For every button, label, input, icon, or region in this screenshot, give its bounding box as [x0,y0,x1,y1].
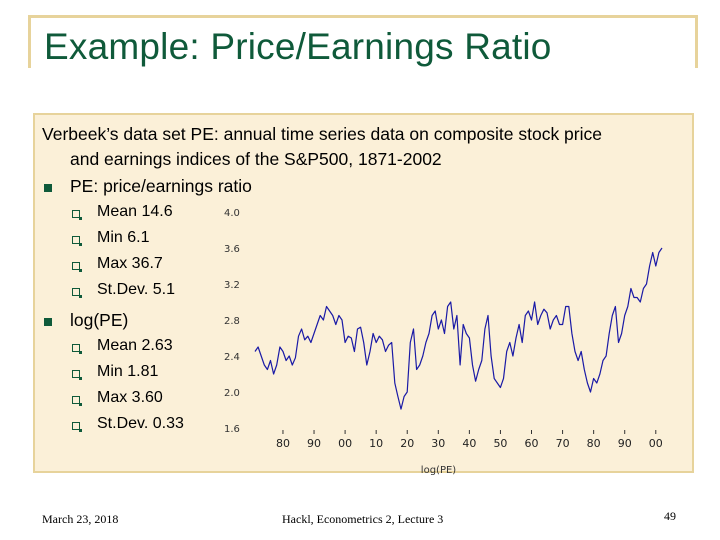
logpe-line-chart: 1.6 2.0 2.4 2.8 3.2 3.6 4.0 80 90 00 10 20 30 40 50 60 7… [210,200,672,478]
x-tick-label: 00 [649,437,663,450]
hollow-square-bullet-icon [72,422,80,430]
footer-course: Hackl, Econometrics 2, Lecture 3 [282,512,443,527]
pe-min: Min 6.1 [97,229,149,247]
footer-date: March 23, 2018 [42,512,118,527]
x-tick-label: 90 [618,437,632,450]
bullet-pe: PE: price/earnings ratio [70,176,252,197]
x-axis-label: log(PE) [421,465,456,476]
footer-page-number: 49 [664,509,676,524]
y-tick-label: 2.0 [224,388,240,399]
y-tick-label: 3.6 [224,244,240,255]
y-tick-label: 4.0 [224,208,240,219]
hollow-square-bullet-icon [72,344,80,352]
pe-max: Max 36.7 [97,255,163,273]
hollow-square-bullet-icon [72,370,80,378]
x-tick-label: 50 [493,437,507,450]
y-tick-label: 3.2 [224,280,240,291]
hollow-square-bullet-icon [72,396,80,404]
x-tick-label: 80 [587,437,601,450]
x-tick-label: 70 [556,437,570,450]
pe-stdev: St.Dev. 5.1 [97,281,175,299]
x-tick-label: 10 [369,437,383,450]
hollow-square-bullet-icon [72,210,80,218]
bullet-logpe: log(PE) [70,310,128,331]
x-tick-label: 60 [525,437,539,450]
hollow-square-bullet-icon [72,262,80,270]
intro-line-2: and earnings indices of the S&P500, 1871… [70,149,442,170]
x-tick-label: 00 [338,437,352,450]
logpe-series-line [255,248,662,409]
square-bullet-icon [44,318,52,326]
slide-title: Example: Price/Earnings Ratio [44,26,552,68]
x-tick-label: 90 [307,437,321,450]
x-tick-label: 20 [400,437,414,450]
x-tick-label: 40 [462,437,476,450]
hollow-square-bullet-icon [72,288,80,296]
x-tick-label: 80 [276,437,290,450]
logpe-min: Min 1.81 [97,363,158,381]
square-bullet-icon [44,184,52,192]
y-tick-label: 1.6 [224,424,240,435]
y-tick-label: 2.8 [224,316,240,327]
pe-mean: Mean 14.6 [97,203,173,221]
logpe-stdev: St.Dev. 0.33 [97,415,184,433]
hollow-square-bullet-icon [72,236,80,244]
logpe-max: Max 3.60 [97,389,163,407]
y-tick-label: 2.4 [224,352,240,363]
intro-line-1: Verbeek’s data set PE: annual time serie… [42,124,602,145]
logpe-mean: Mean 2.63 [97,337,173,355]
x-tick-label: 30 [431,437,445,450]
